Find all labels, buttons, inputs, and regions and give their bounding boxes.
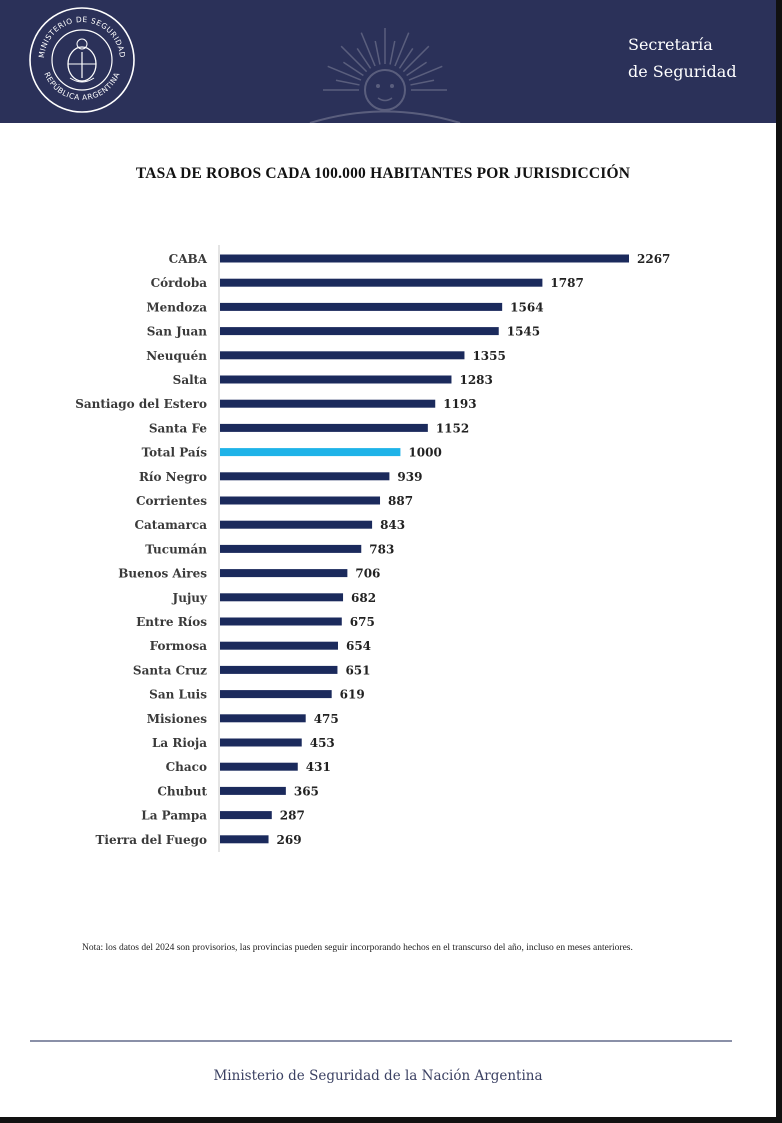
category-label-rio-negro: Río Negro (139, 470, 207, 484)
bar-neuquen (220, 351, 465, 360)
chart-title: TASA DE ROBOS CADA 100.000 HABITANTES PO… (135, 165, 631, 182)
value-label-san-juan: 1545 (507, 325, 540, 339)
value-label-entre-rios: 675 (350, 615, 375, 629)
bar-entre-rios (220, 617, 342, 626)
bar-tucuman (220, 544, 362, 553)
category-label-san-juan: San Juan (147, 325, 208, 339)
value-label-tucuman: 783 (369, 542, 394, 556)
category-label-caba: CABA (169, 252, 208, 266)
value-label-rio-negro: 939 (397, 470, 422, 484)
value-label-neuquen: 1355 (472, 349, 505, 363)
bar-formosa (220, 641, 338, 650)
footer-divider (30, 1040, 732, 1042)
value-label-caba: 2267 (637, 252, 670, 266)
value-label-santiago-del-estero: 1193 (443, 397, 476, 411)
bar-chaco (220, 762, 298, 771)
value-label-chubut: 365 (294, 784, 319, 798)
ministry-seal-logo: MINISTERIO DE SEGURIDAD REPÚBLICA ARGENT… (29, 7, 135, 113)
category-label-tucuman: Tucumán (145, 542, 207, 556)
category-label-catamarca: Catamarca (134, 518, 207, 532)
category-label-san-luis: San Luis (149, 688, 207, 702)
bar-catamarca (220, 520, 373, 529)
bar-cordoba (220, 278, 543, 287)
category-label-santiago-del-estero: Santiago del Estero (75, 397, 207, 411)
category-label-santa-fe: Santa Fe (149, 421, 208, 435)
bar-corrientes (220, 496, 381, 505)
brand-line-1: Secretaría (628, 35, 713, 54)
bar-rio-negro (220, 472, 390, 481)
category-label-cordoba: Córdoba (151, 276, 208, 290)
bar-salta (220, 375, 452, 384)
bar-misiones (220, 714, 306, 723)
value-label-buenos-aires: 706 (355, 567, 380, 581)
category-label-la-rioja: La Rioja (152, 736, 207, 750)
sun-of-may-watermark (309, 28, 461, 123)
value-label-mendoza: 1564 (510, 300, 543, 314)
category-label-santa-cruz: Santa Cruz (133, 663, 207, 677)
brand-line-2: de Seguridad (628, 62, 737, 81)
value-label-total-pais: 1000 (408, 446, 441, 460)
category-label-chubut: Chubut (157, 784, 207, 798)
category-label-buenos-aires: Buenos Aires (118, 567, 207, 581)
category-label-misiones: Misiones (147, 712, 208, 726)
value-label-misiones: 475 (314, 712, 339, 726)
bar-caba (220, 254, 629, 263)
bar-san-juan (220, 327, 499, 336)
value-label-la-pampa: 287 (280, 809, 305, 823)
category-label-total-pais: Total País (142, 446, 208, 460)
value-label-formosa: 654 (346, 639, 371, 653)
bar-mendoza (220, 302, 503, 311)
category-label-entre-rios: Entre Ríos (136, 615, 207, 629)
bar-la-rioja (220, 738, 302, 747)
bar-santiago-del-estero (220, 399, 436, 408)
bar-chubut (220, 786, 286, 795)
footer-text: Ministerio de Seguridad de la Nación Arg… (213, 1068, 543, 1084)
value-label-catamarca: 843 (380, 518, 405, 532)
category-label-salta: Salta (173, 373, 208, 387)
value-label-san-luis: 619 (340, 688, 365, 702)
footnote: Nota: los datos del 2024 son provisorios… (82, 943, 633, 953)
page-header: MINISTERIO DE SEGURIDAD REPÚBLICA ARGENT… (0, 0, 782, 123)
bar-tierra-del-fuego (220, 835, 269, 844)
value-label-la-rioja: 453 (310, 736, 335, 750)
value-label-corrientes: 887 (388, 494, 413, 508)
svg-text:MINISTERIO DE SEGURIDAD: MINISTERIO DE SEGURIDAD (37, 15, 127, 59)
category-label-tierra-del-fuego: Tierra del Fuego (95, 833, 207, 847)
value-label-chaco: 431 (306, 760, 331, 774)
category-label-corrientes: Corrientes (136, 494, 207, 508)
category-label-mendoza: Mendoza (146, 300, 207, 314)
category-label-chaco: Chaco (166, 760, 207, 774)
value-label-salta: 1283 (459, 373, 492, 387)
category-label-la-pampa: La Pampa (141, 809, 207, 823)
value-label-tierra-del-fuego: 269 (277, 833, 302, 847)
category-label-neuquen: Neuquén (146, 349, 207, 363)
bar-santa-fe (220, 423, 428, 432)
category-label-formosa: Formosa (150, 639, 208, 653)
value-label-jujuy: 682 (351, 591, 376, 605)
value-label-cordoba: 1787 (550, 276, 583, 290)
bar-santa-cruz (220, 665, 338, 674)
page-edge (776, 0, 782, 1123)
category-label-jujuy: Jujuy (172, 591, 208, 605)
value-label-santa-cruz: 651 (345, 663, 370, 677)
bottom-edge (0, 1117, 782, 1123)
bar-jujuy (220, 593, 344, 602)
bar-buenos-aires (220, 569, 348, 578)
bar-la-pampa (220, 811, 272, 820)
bar-chart: CABA 2267 Córdoba 1787 Mendoza 1564 San Juan 15… (75, 245, 670, 852)
bar-san-luis (220, 690, 332, 699)
bar-total-pais (220, 448, 401, 457)
secretariat-brand: Secretaría de Seguridad (628, 31, 737, 85)
value-label-santa-fe: 1152 (436, 421, 469, 435)
